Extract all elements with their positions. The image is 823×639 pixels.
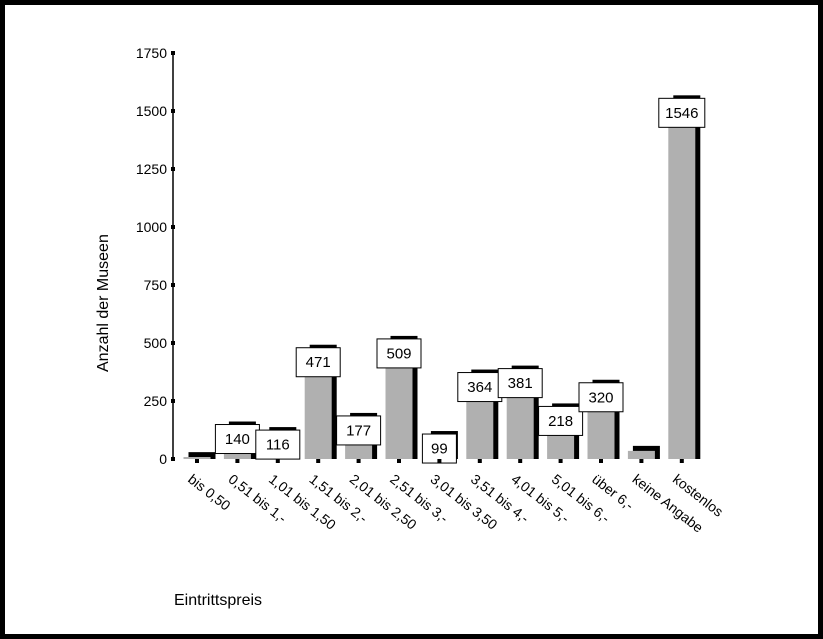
data-label-box (538, 405, 584, 436)
x-tick (356, 459, 361, 463)
data-label: 320 (588, 389, 613, 406)
y-tick (171, 167, 175, 171)
x-tick (195, 459, 199, 463)
y-tick-label: 750 (144, 277, 168, 293)
data-label: 116 (266, 437, 290, 454)
data-label: 140 (225, 431, 250, 448)
bar-shadow (188, 452, 216, 459)
y-tick-label: 250 (144, 393, 168, 409)
data-label: 471 (306, 354, 331, 371)
x-tick (275, 459, 280, 463)
bar-chart: 140 116 471 177 509 99 364 381 218 320 1546 bis 0,… (95, 45, 726, 609)
data-label-box (578, 382, 624, 413)
data-label: 509 (386, 345, 411, 362)
data-label-box (421, 433, 457, 464)
y-axis-title: Anzahl der Museen (95, 234, 112, 372)
y-tick-label: 1000 (136, 219, 167, 235)
y-tick-label: 0 (159, 451, 167, 467)
x-tick (599, 459, 603, 463)
data-labels: 140 116 471 177 509 99 364 381 218 320 1546 (214, 97, 706, 464)
data-label-box (336, 415, 382, 446)
x-tick (558, 459, 563, 463)
y-tick (171, 283, 175, 287)
bar (183, 457, 211, 459)
y-tick-label: 1750 (136, 45, 167, 61)
x-axis-title: Eintrittspreis (174, 592, 262, 609)
y-tick (171, 109, 175, 113)
bar (668, 100, 696, 459)
data-label-box (214, 424, 260, 455)
x-tick-label: bis 0,50 (185, 471, 234, 514)
bar-shadows (188, 95, 701, 459)
x-tick (437, 459, 442, 463)
x-tick (639, 459, 644, 463)
y-tick-label: 1500 (136, 103, 167, 119)
y-tick (171, 399, 175, 403)
y-tick (171, 341, 175, 345)
data-label: 364 (467, 379, 492, 396)
x-tick (477, 459, 482, 463)
y-tick (171, 225, 175, 229)
x-tick (518, 459, 523, 463)
data-label: 99 (431, 441, 448, 458)
y-tick-label: 500 (144, 335, 168, 351)
bar (627, 450, 655, 459)
data-label-box (658, 97, 706, 128)
x-tick-label: keine Angabe (630, 471, 707, 536)
data-label: 1546 (665, 105, 698, 122)
x-tick (397, 459, 401, 463)
data-label-box (295, 347, 341, 378)
y-tick (171, 457, 175, 461)
data-label-box (376, 338, 422, 369)
data-label: 381 (508, 375, 533, 392)
x-tick (679, 459, 684, 463)
x-tick (235, 459, 240, 463)
data-label-box (457, 372, 503, 403)
data-label: 218 (548, 413, 573, 430)
data-label-box (497, 368, 543, 399)
y-tick-label: 1250 (136, 161, 167, 177)
y-tick (171, 51, 175, 55)
data-label: 177 (346, 422, 371, 439)
data-label-box (255, 429, 301, 460)
x-tick (316, 459, 321, 463)
